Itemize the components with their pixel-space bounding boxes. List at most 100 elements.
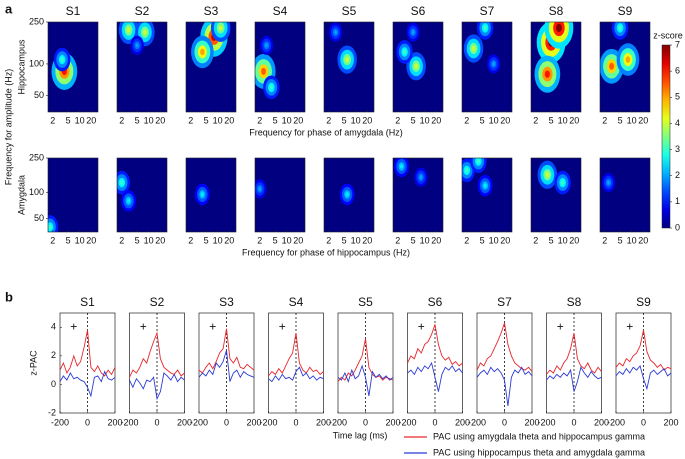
frame (323, 21, 375, 113)
x-tick-label: -200 (120, 417, 138, 427)
x-tick-label: 0 (154, 417, 159, 427)
x-tick-label: 20 (569, 115, 579, 125)
x-tick-label: 2 (533, 115, 538, 125)
frame (323, 157, 375, 233)
pac-line (337, 364, 394, 396)
heatmap-cells (191, 22, 231, 69)
hotspot (334, 30, 337, 35)
colorbar-tick-label: 3 (675, 144, 680, 154)
hotspot (120, 180, 124, 185)
hotspot (609, 62, 614, 70)
hotspot (618, 25, 622, 31)
heatmap-cells (255, 35, 280, 100)
hotspot (269, 84, 274, 90)
x-tick-label: 0 (85, 417, 90, 427)
heatmap-cells (339, 183, 355, 206)
heatmap-cells (601, 172, 616, 193)
hotspot (544, 70, 550, 78)
pac-line (198, 349, 255, 382)
legend-label: PAC using amygdala theta and hippocampus… (433, 431, 645, 441)
subject-title: S9 (636, 295, 651, 309)
x-tick-label: 2 (188, 115, 193, 125)
annotation: + (279, 319, 286, 333)
x-tick-label: 200 (524, 417, 539, 427)
panel-label: b (5, 289, 13, 304)
frame (461, 21, 513, 113)
frame (47, 157, 99, 233)
y-tick-label: 250 (29, 152, 44, 162)
hotspot (126, 27, 131, 33)
x-tick-label: 2 (326, 115, 331, 125)
x-tick-label: 20 (293, 235, 303, 245)
x-tick-label: 2 (119, 235, 124, 245)
frame (185, 157, 237, 233)
x-tick-label: 5 (204, 115, 209, 125)
pac-line (407, 324, 463, 367)
heatmap-cells (255, 179, 267, 199)
subject-title: S2 (150, 295, 165, 309)
x-tick-label: 200 (455, 417, 470, 427)
x-tick-label: 5 (480, 115, 485, 125)
x-tick-label: 2 (464, 115, 469, 125)
x-tick-label: 10 (420, 115, 430, 125)
x-tick-label: 2 (257, 235, 262, 245)
subject-title: S5 (358, 295, 373, 309)
colorbar-label: z-score (653, 30, 683, 40)
x-tick-label: 200 (385, 417, 400, 427)
heatmap-cells (328, 22, 357, 74)
annotation: + (70, 319, 77, 333)
x-tick-label: -200 (329, 417, 347, 427)
subject-title: S3 (219, 295, 234, 309)
y-tick-label: 2 (51, 350, 56, 360)
x-tick-label: 10 (213, 235, 223, 245)
x-tick-label: 0 (293, 417, 298, 427)
frame (461, 157, 513, 233)
x-tick-label: 10 (420, 235, 430, 245)
x-tick-label: 10 (627, 115, 637, 125)
x-tick-label: 10 (75, 115, 85, 125)
frame (530, 21, 582, 113)
hotspot (48, 224, 52, 230)
x-tick-label: 2 (533, 235, 538, 245)
annotation: + (140, 319, 147, 333)
subject-title: S4 (289, 295, 304, 309)
subject-title: S8 (549, 4, 564, 18)
x-tick-label: -200 (398, 417, 416, 427)
frame (254, 21, 306, 113)
hotspot (345, 56, 350, 63)
x-tick-label: 0 (571, 417, 576, 427)
y-tick-label: -2 (48, 407, 56, 417)
x-tick-label: 0 (502, 417, 507, 427)
pac-line (337, 338, 394, 382)
x-tick-label: 2 (119, 115, 124, 125)
subject-title: S7 (480, 4, 495, 18)
annotation: + (626, 319, 633, 333)
x-tick-label: 2 (257, 115, 262, 125)
x-tick-label: 2 (464, 235, 469, 245)
x-tick-label: 20 (155, 235, 165, 245)
x-tick-label: 200 (246, 417, 261, 427)
x-tick-label: 5 (618, 235, 623, 245)
hotspot (60, 57, 64, 62)
heatmap-cells (394, 158, 428, 187)
heatmap-cells (534, 22, 574, 93)
subject-title: S3 (204, 4, 219, 18)
heatmap-cells (48, 215, 59, 232)
colorbar (661, 44, 671, 229)
x-tick-label: 20 (155, 115, 165, 125)
hotspot (419, 175, 423, 180)
hotspot (483, 25, 487, 31)
x-tick-label: 200 (316, 417, 331, 427)
x-axis-label: Frequency for phase of hippocampus (Hz) (242, 247, 410, 257)
x-axis-label: Frequency for phase of amygdala (Hz) (249, 127, 403, 137)
x-tick-label: 20 (569, 235, 579, 245)
x-tick-label: 200 (594, 417, 609, 427)
hotspot (142, 29, 147, 36)
colorbar-tick-label: 2 (675, 170, 680, 180)
heatmap-cells (462, 158, 493, 197)
frame (47, 21, 99, 113)
x-tick-label: 20 (431, 235, 441, 245)
heatmap-cells (194, 183, 210, 206)
x-tick-label: 10 (351, 235, 361, 245)
x-tick-label: -200 (537, 417, 555, 427)
